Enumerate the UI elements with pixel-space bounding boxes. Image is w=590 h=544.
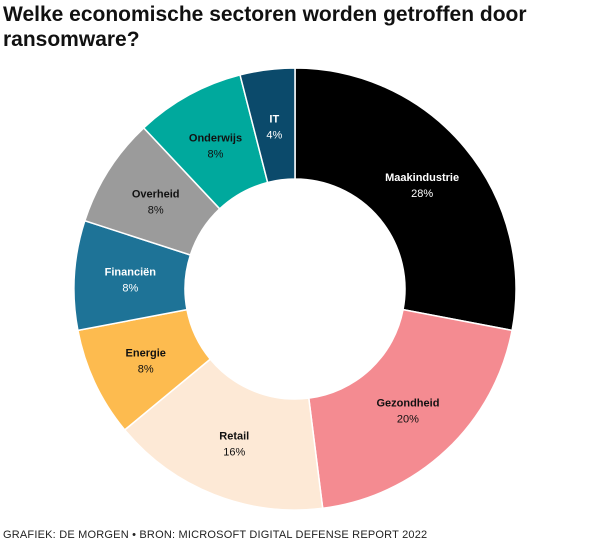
- chart-title: Welke economische sectoren worden getrof…: [3, 3, 527, 51]
- slice-gezondheid: [307, 308, 513, 510]
- slice-label: Onderwijs: [189, 132, 242, 144]
- slice-value: 8%: [122, 283, 138, 295]
- slice-value: 20%: [397, 413, 419, 425]
- slice-value: 8%: [138, 363, 154, 375]
- slice-label: Gezondheid: [376, 397, 439, 409]
- slice-value: 28%: [411, 188, 433, 200]
- slice-label: Energie: [126, 347, 166, 359]
- slice-label: Maakindustrie: [385, 172, 459, 184]
- slice-label: IT: [269, 113, 279, 125]
- slice-label: Financiën: [105, 267, 157, 279]
- slice-it: [239, 67, 296, 184]
- slice-value: 8%: [208, 148, 224, 160]
- slice-value: 4%: [266, 129, 282, 141]
- source-credit: GRAFIEK: DE MORGEN • BRON: MICROSOFT DIG…: [3, 529, 428, 541]
- slice-label: Retail: [219, 430, 249, 442]
- donut-slices: [73, 67, 517, 511]
- slice-value: 8%: [148, 205, 164, 217]
- slice-maakindustrie: [294, 67, 517, 332]
- slice-retail: [123, 358, 324, 511]
- slice-value: 16%: [223, 446, 245, 458]
- slice-labels: Maakindustrie 28% Gezondheid 20% Retail 16% En…: [105, 113, 459, 458]
- slice-label: Overheid: [132, 189, 180, 201]
